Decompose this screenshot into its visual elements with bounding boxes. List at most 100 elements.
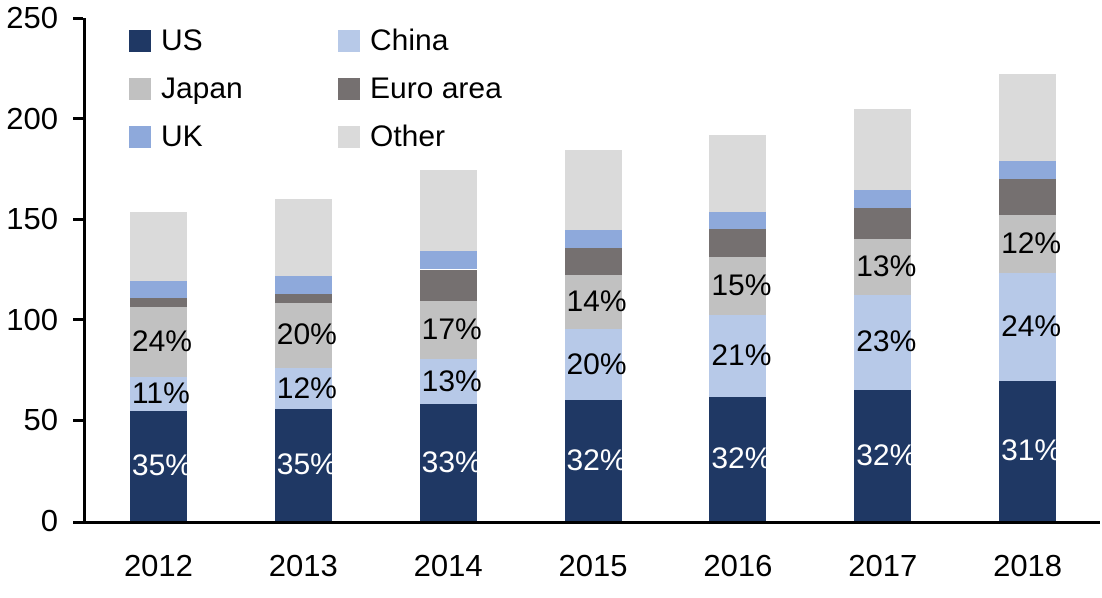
bar-segment-label: 13%: [856, 249, 917, 283]
bar-segment-2012-china: [129, 377, 187, 412]
bar-segment-2013-euro-area: [274, 293, 332, 303]
bar-segment-2015-us: [564, 400, 622, 521]
bar-segment-label: 24%: [1001, 309, 1062, 343]
legend-label: US: [161, 24, 203, 57]
y-tick-mark: [73, 16, 83, 20]
bar-segment-2015-china: [564, 328, 622, 401]
bar-segment-2016-uk: [709, 212, 767, 230]
legend-label: Japan: [161, 72, 243, 105]
bar-segment-label: 24%: [131, 324, 192, 358]
bar-segment-2016-euro-area: [709, 229, 767, 258]
legend-swatch-icon: [338, 30, 360, 52]
bar-segment-2016-japan: [709, 257, 767, 315]
legend-swatch-icon: [338, 78, 360, 100]
bar-segment-label: 21%: [711, 339, 772, 373]
legend-item-us: US: [129, 24, 338, 57]
x-axis-line: [73, 521, 1100, 524]
bar-segment-label: 12%: [1001, 226, 1062, 260]
y-tick-mark: [73, 117, 83, 121]
bar-segment-label: 33%: [421, 445, 482, 479]
bar-segment-2015-uk: [564, 230, 622, 249]
bar-segment-2018-uk: [999, 160, 1057, 179]
legend-swatch-icon: [129, 126, 151, 148]
bar-segment-2012-japan: [129, 306, 187, 378]
y-tick-mark: [73, 318, 83, 322]
bar-segment-label: 35%: [276, 448, 337, 482]
bar-segment-label: 32%: [566, 443, 627, 477]
bar-segment-label: 32%: [856, 438, 917, 472]
y-tick-mark: [73, 418, 83, 422]
y-tick-label: 50: [23, 402, 58, 438]
bar-segment-2013-other: [274, 199, 332, 276]
bar-segment-2013-china: [274, 368, 332, 410]
bar-segment-label: 17%: [421, 312, 482, 346]
legend-item-uk: UK: [129, 120, 338, 153]
bar-segment-2018-euro-area: [999, 178, 1057, 216]
legend-item-japan: Japan: [129, 72, 338, 105]
bar-segment-2016-us: [709, 397, 767, 521]
y-tick-label: 0: [40, 503, 58, 538]
bar-segment-2018-us: [999, 381, 1057, 521]
bar-segment-label: 11%: [131, 377, 190, 411]
y-tick-label: 200: [6, 100, 58, 136]
legend-swatch-icon: [338, 126, 360, 148]
bar-segment-2014-china: [419, 359, 477, 405]
bar-segment-label: 14%: [566, 284, 627, 318]
legend-label: China: [370, 24, 449, 57]
bar-segment-2013-japan: [274, 302, 332, 369]
bar-segment-2016-china: [709, 314, 767, 398]
bar-segment-2012-us: [129, 411, 187, 521]
bar-segment-2017-japan: [854, 239, 912, 295]
bar-segment-2014-uk: [419, 251, 477, 270]
bar-segment-2012-other: [129, 212, 187, 281]
legend-swatch-icon: [129, 78, 151, 100]
bar-segment-label: 20%: [276, 318, 337, 352]
legend-label: UK: [161, 120, 203, 153]
y-tick-label: 250: [6, 0, 58, 35]
bar-segment-2013-us: [274, 409, 332, 521]
bar-segment-2016-other: [709, 134, 767, 213]
y-tick-label: 150: [6, 201, 58, 237]
bar-segment-label: 12%: [276, 371, 337, 405]
bar-segment-label: 31%: [1001, 434, 1062, 468]
legend-item-china: China: [338, 24, 502, 57]
bar-segment-2015-euro-area: [564, 248, 622, 275]
x-category-label: 2012: [123, 548, 193, 583]
bar-segment-2014-euro-area: [419, 269, 477, 301]
bar-segment-2018-japan: [999, 215, 1057, 273]
bar-segment-2017-other: [854, 108, 912, 191]
bar-segment-2015-other: [564, 149, 622, 231]
bar-segment-2015-japan: [564, 274, 622, 329]
bar-segment-2017-uk: [854, 190, 912, 209]
bar-segment-label: 35%: [131, 449, 192, 483]
bar-segment-2013-uk: [274, 275, 332, 294]
bar-segment-2017-euro-area: [854, 208, 912, 240]
legend-label: Other: [370, 120, 446, 153]
y-axis-line: [83, 18, 86, 524]
bar-segment-2018-other: [999, 74, 1057, 161]
bar-segment-label: 20%: [566, 347, 627, 381]
bar-segment-2012-uk: [129, 280, 187, 298]
legend: US China Japan Euro area UK Other: [129, 24, 502, 153]
bar-segment-2014-japan: [419, 300, 477, 360]
x-category-label: 2016: [703, 548, 773, 583]
x-category-label: 2015: [558, 548, 628, 583]
legend-item-euro-area: Euro area: [338, 72, 502, 105]
legend-label: Euro area: [370, 72, 502, 105]
bar-segment-2017-us: [854, 390, 912, 521]
x-category-label: 2018: [993, 548, 1063, 583]
legend-swatch-icon: [129, 30, 151, 52]
x-category-label: 2014: [413, 548, 483, 583]
legend-item-other: Other: [338, 120, 502, 153]
bar-segment-label: 23%: [856, 325, 917, 359]
bar-segment-2012-euro-area: [129, 297, 187, 307]
bar-segment-label: 13%: [421, 364, 482, 398]
bar-segment-2018-china: [999, 272, 1057, 382]
x-category-label: 2017: [848, 548, 918, 583]
bar-segment-label: 32%: [711, 442, 772, 476]
bar-segment-2014-us: [419, 404, 477, 521]
bar-segment-label: 15%: [711, 269, 772, 303]
bar-segment-2017-china: [854, 294, 912, 391]
y-tick-label: 100: [6, 301, 58, 337]
